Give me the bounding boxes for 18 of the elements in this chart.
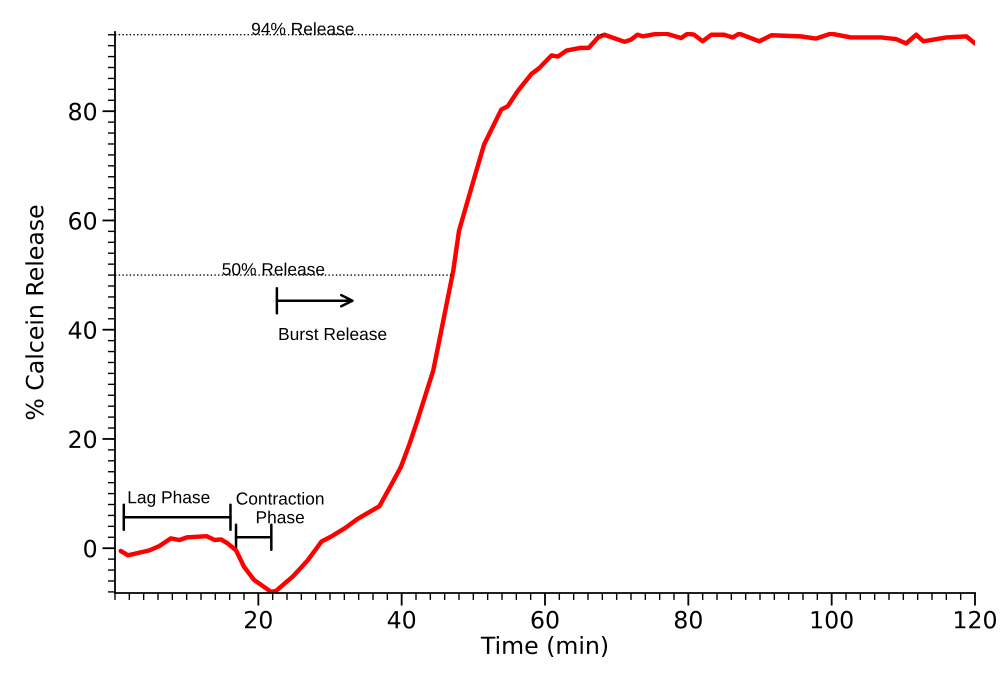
x-axis-title: Time (min) (480, 636, 608, 658)
annotation: Lag Phase (128, 490, 210, 507)
x-tick-label: 40 (388, 610, 416, 629)
y-tick-label: 0 (84, 540, 96, 558)
annotation: Burst Release (279, 327, 386, 340)
x-tick-label: 100 (812, 610, 853, 629)
x-tick-label: 20 (245, 610, 272, 629)
x-tick-label: 120 (955, 610, 996, 629)
y-axis-title: % Calcein Release (25, 206, 44, 420)
y-tick-label: 40 (68, 321, 96, 340)
x-tick-label: 60 (532, 610, 558, 629)
y-tick-label: 20 (69, 430, 96, 448)
annotation: 94% Release (252, 22, 354, 36)
annotation: 50% Release (222, 262, 324, 276)
x-tick-label: 80 (674, 610, 702, 629)
annotation: Contraction Phase (236, 492, 324, 524)
y-tick-label: 80 (69, 102, 96, 121)
y-tick-label: 60 (69, 212, 96, 230)
